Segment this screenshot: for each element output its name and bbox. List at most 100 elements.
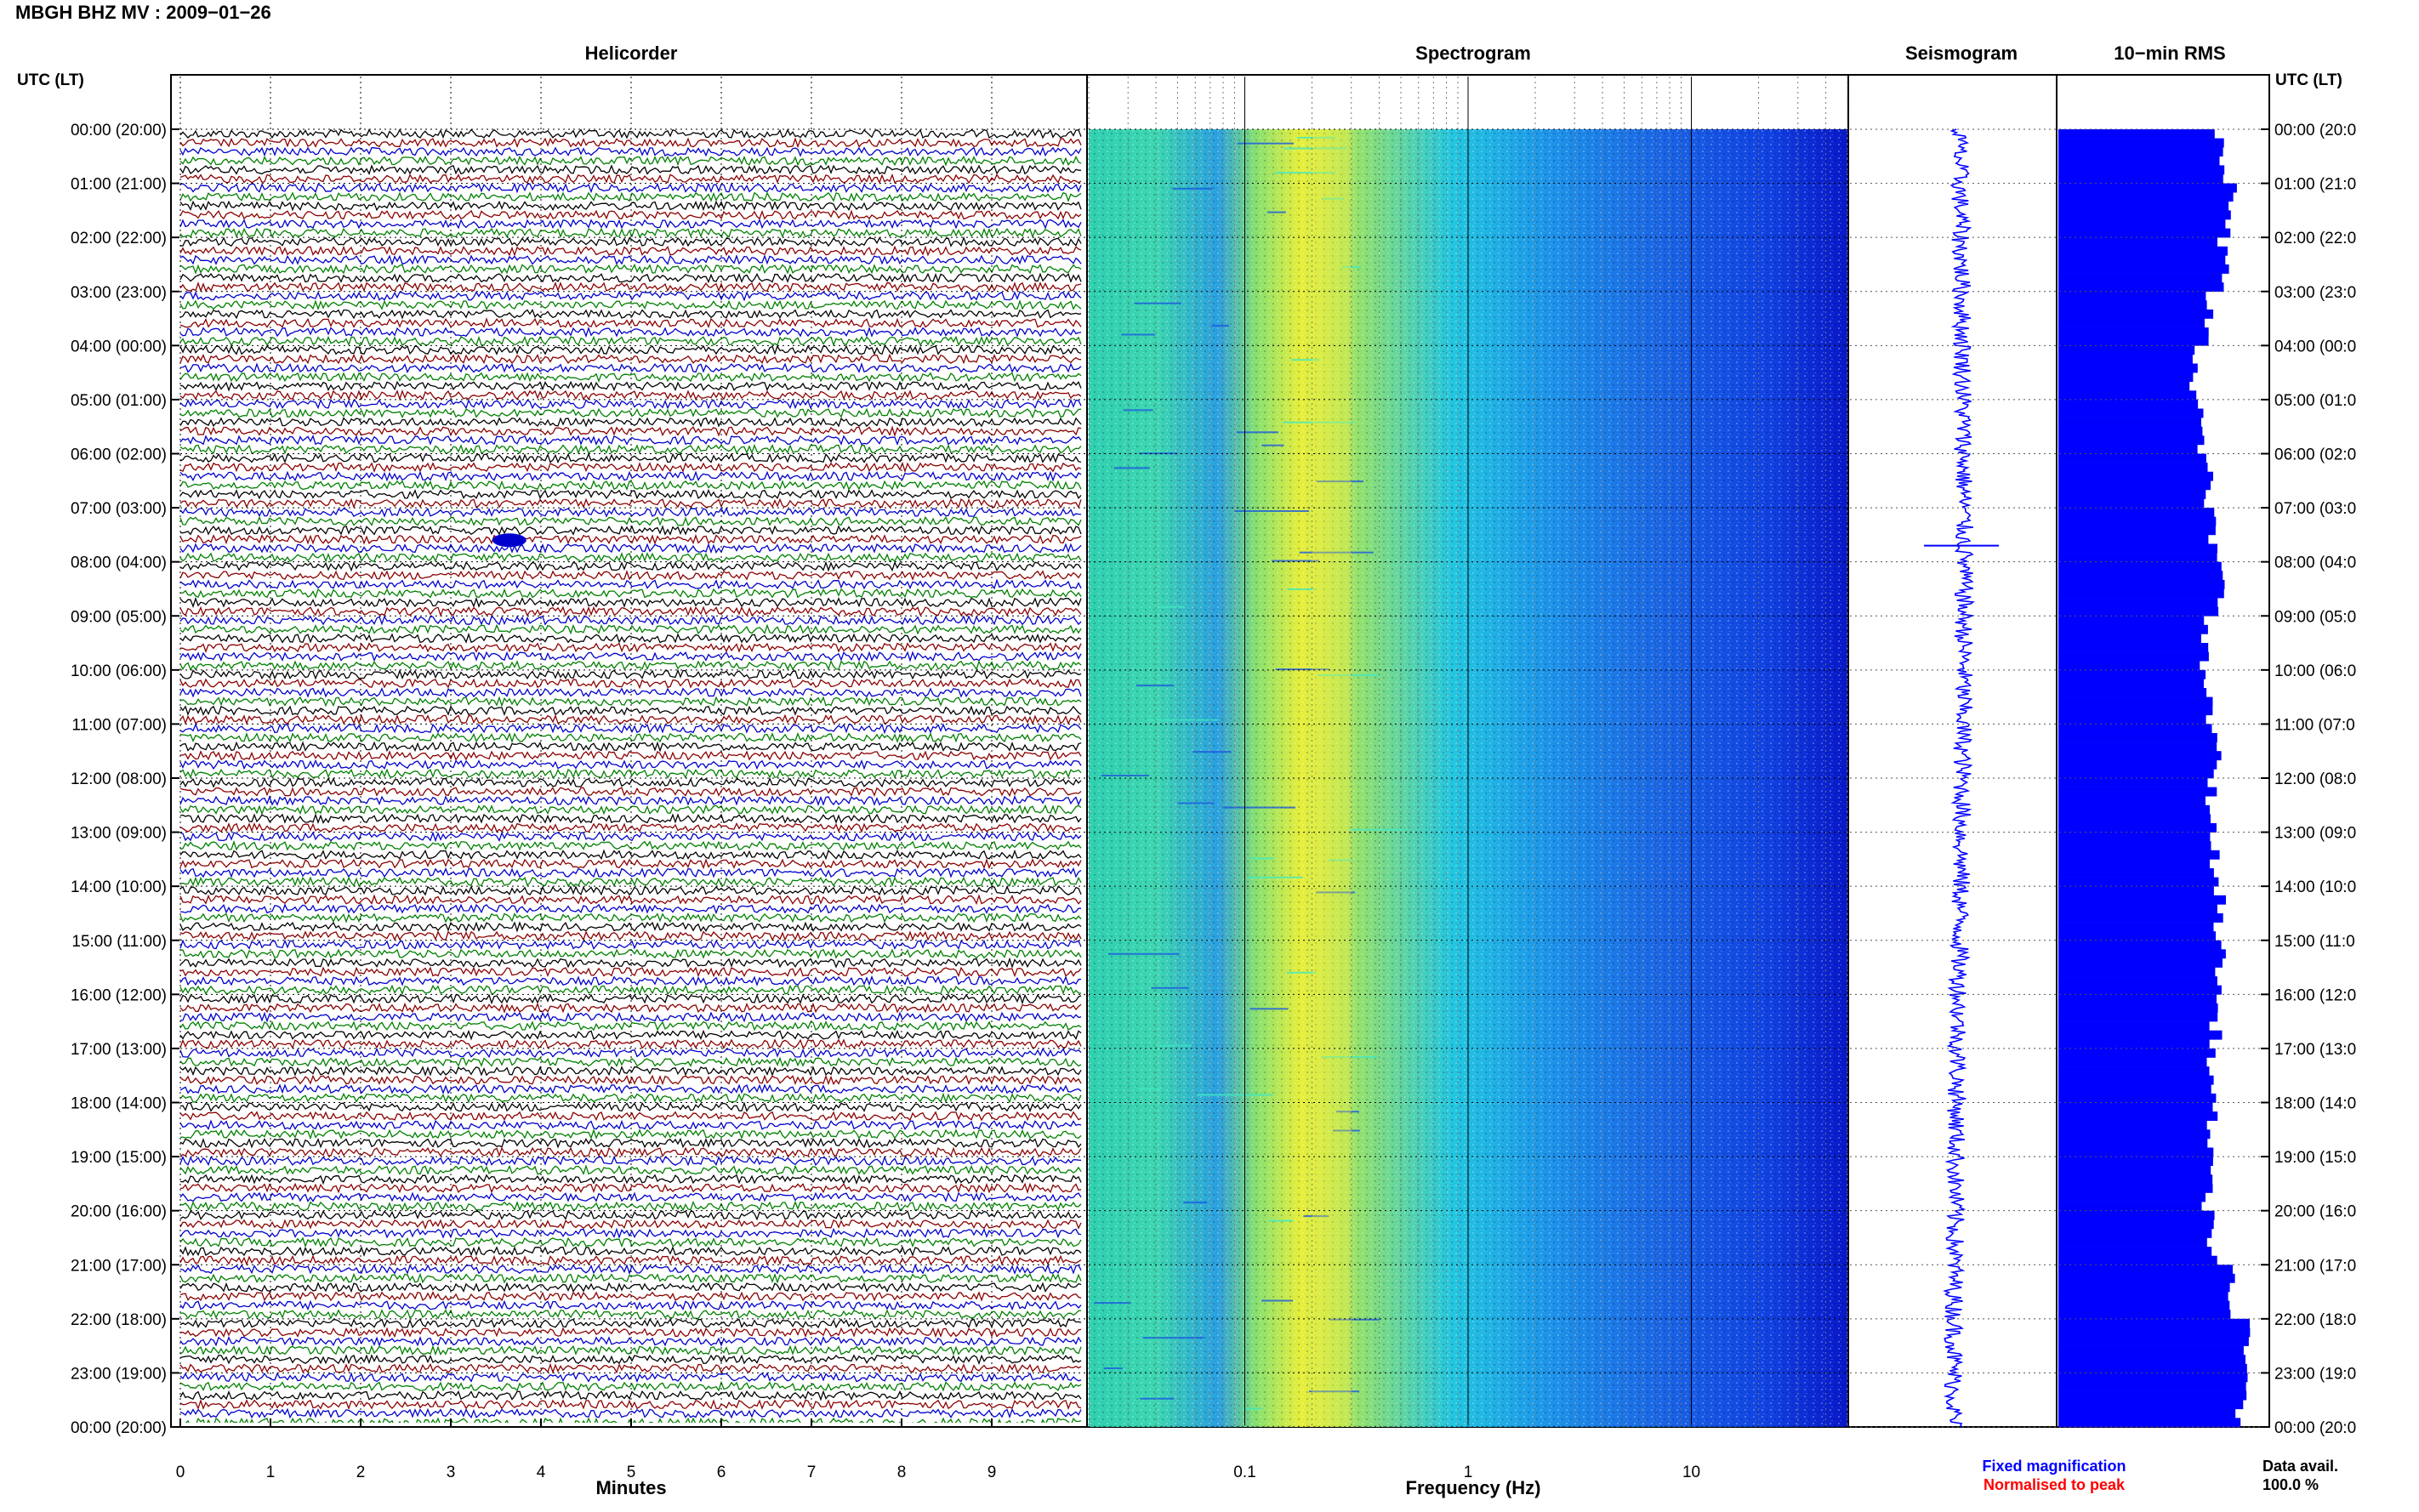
y-tick-label: 08:00 (04:00): [71, 554, 167, 572]
helicorder-trace: [179, 560, 1082, 572]
rms-bar: [2058, 913, 2223, 923]
rms-bar: [2058, 1408, 2236, 1418]
rms-bar: [2058, 246, 2228, 256]
spectrogram-streak: [1151, 986, 1189, 989]
y-right-tick-label: 16:00 (12:0: [2274, 986, 2356, 1004]
x-tick-label: 10: [1682, 1464, 1700, 1481]
rms-bar: [2058, 453, 2206, 463]
rms-bar: [2058, 976, 2217, 986]
page-title: MBGH BHZ MV : 2009−01−26: [15, 2, 271, 23]
x-tick-label: 1: [1464, 1464, 1473, 1481]
helicorder-trace: [179, 1056, 1082, 1068]
spectrogram-streak: [1210, 325, 1229, 327]
y-tick-label: 00:00 (20:00): [71, 122, 167, 139]
helicorder-trace: [179, 1074, 1082, 1086]
helicorder-trace: [179, 398, 1082, 410]
rms-bar: [2058, 1418, 2241, 1428]
spectrogram-streak: [1250, 857, 1274, 860]
helicorder-trace: [179, 1309, 1082, 1320]
rms-bar: [2058, 643, 2209, 652]
rms-bar: [2058, 985, 2222, 995]
spectrogram-streak: [1329, 1318, 1380, 1321]
rms-bar: [2058, 1373, 2248, 1383]
spectrogram-streak: [1316, 891, 1356, 894]
data-availability-label: Data avail.: [2262, 1458, 2338, 1475]
rms-bar: [2058, 1093, 2217, 1103]
helicorder-trace: [179, 1380, 1082, 1392]
helicorder-trace: [179, 984, 1082, 996]
right-axis-label: UTC (LT): [2275, 71, 2342, 89]
y-right-tick-label: 11:00 (07:0: [2274, 716, 2355, 734]
rms-bar: [2058, 480, 2211, 491]
y-right-tick-label: 23:00 (19:0: [2274, 1365, 2356, 1383]
spectrogram-streak: [1316, 480, 1363, 483]
helicorder-trace: [179, 993, 1082, 1005]
rms-bar: [2058, 1310, 2231, 1320]
helicorder-trace: [179, 137, 1082, 149]
y-tick-label: 06:00 (02:00): [71, 446, 167, 464]
helicorder-trace: [179, 723, 1082, 735]
spectrogram-streak: [1321, 197, 1345, 200]
spectrogram-streak: [1303, 1215, 1329, 1218]
rms-bar: [2058, 408, 2204, 418]
rms-bar: [2058, 471, 2213, 481]
y-right-tick-label: 15:00 (11:0: [2274, 933, 2355, 951]
rms-bar: [2058, 1382, 2246, 1391]
y-tick-label: 15:00 (11:00): [71, 933, 167, 951]
x-tick-label: 1: [266, 1464, 276, 1481]
helicorder-trace: [179, 731, 1082, 744]
rms-bar: [2058, 553, 2217, 562]
rms-bar: [2058, 291, 2206, 301]
helicorder-trace: [179, 578, 1082, 590]
rms-bar: [2058, 696, 2213, 707]
y-axis-left: 00:00 (20:00) 01:00 (21:00) 02:00 (22:00) 0…: [71, 122, 179, 1437]
rms-bar: [2058, 733, 2217, 742]
spectrogram-streak: [1332, 1129, 1360, 1132]
spectrogram-x-axis: 0.1 1 10: [1233, 1464, 1700, 1481]
spectrogram-streak: [1121, 333, 1156, 336]
spectrogram-streak: [1275, 668, 1329, 671]
rms-bar: [2058, 1282, 2230, 1293]
rms-bar: [2058, 399, 2199, 409]
spectrogram-streak: [1248, 876, 1303, 878]
rms-bar: [2058, 1192, 2206, 1202]
helicorder-trace: [179, 632, 1082, 644]
spectrogram-streak: [1309, 1390, 1360, 1393]
rms-bar: [2058, 724, 2212, 734]
helicorder-trace: [179, 507, 1082, 518]
data-availability-value: 100.0 %: [2262, 1476, 2319, 1493]
rms-bar: [2058, 1202, 2202, 1211]
y-tick-label: 03:00 (23:00): [71, 284, 167, 302]
helicorder-trace: [179, 1111, 1082, 1122]
rms-bar: [2058, 1174, 2213, 1185]
rms-bar: [2058, 787, 2217, 797]
helicorder-trace: [179, 182, 1082, 194]
helicorder-trace: [179, 417, 1082, 428]
helicorder-trace: [179, 1066, 1082, 1077]
rms-bar: [2058, 661, 2200, 671]
y-right-tick-label: 06:00 (02:0: [2274, 446, 2356, 464]
helicorder-trace: [179, 1318, 1082, 1329]
rms-bar: [2058, 463, 2208, 472]
rms-bar: [2058, 165, 2225, 175]
spectrogram-streak: [1177, 802, 1215, 804]
y-right-tick-label: 12:00 (08:0: [2274, 770, 2356, 788]
y-right-tick-label: 18:00 (14:0: [2274, 1095, 2356, 1113]
rms-bar: [2058, 1057, 2207, 1067]
spectrogram-streak: [1138, 1088, 1162, 1090]
rms-bar: [2058, 1363, 2247, 1373]
y-right-tick-label: 01:00 (21:0: [2274, 176, 2356, 194]
rms-bar: [2058, 679, 2204, 689]
helicorder-trace: [179, 1362, 1082, 1374]
rms-bar: [2058, 1400, 2244, 1410]
y-tick-label: 19:00 (15:00): [71, 1149, 167, 1167]
rms-bar: [2058, 1048, 2216, 1058]
rms-bar: [2058, 1165, 2211, 1175]
helicorder-trace: [179, 957, 1082, 969]
helicorder-x-label: Minutes: [595, 1477, 666, 1498]
legend-normalised-to-peak: Normalised to peak: [1984, 1476, 2126, 1493]
rms-bar: [2058, 201, 2229, 211]
helicorder-trace: [179, 480, 1082, 492]
helicorder-trace: [179, 831, 1082, 843]
y-tick-label: 14:00 (10:00): [71, 878, 167, 896]
